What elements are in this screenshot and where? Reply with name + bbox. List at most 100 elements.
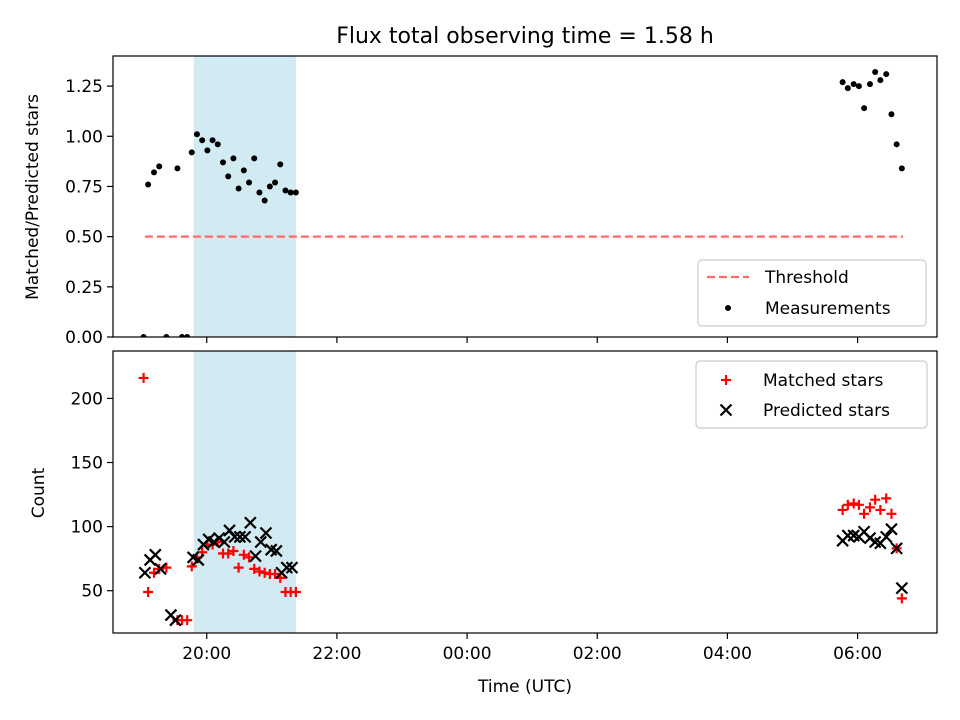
measurement-point (140, 334, 147, 337)
measurement-point (256, 189, 263, 196)
y-tick-label: 0.25 (65, 278, 103, 298)
matched-stars-point (249, 563, 260, 574)
measurement-point (163, 334, 170, 337)
measurement-point (145, 181, 152, 188)
y-tick-label: 50 (81, 582, 103, 602)
x-tick-label: 22:00 (312, 644, 361, 664)
matched-stars-point (837, 504, 848, 515)
predicted-stars-point (138, 566, 152, 580)
predicted-stars-point (169, 613, 182, 627)
y-tick-label: 200 (71, 389, 103, 409)
measurement-point (219, 159, 226, 166)
matched-stars-point (881, 493, 892, 504)
predicted-stars-point (149, 548, 162, 562)
predicted-stars-point (233, 530, 247, 544)
x-tick-label: 04:00 (703, 644, 752, 664)
predicted-stars-point (259, 526, 273, 540)
matched-stars-point (244, 552, 255, 563)
y-tick-label: 1.00 (65, 127, 103, 147)
y-tick-label: 0.00 (65, 328, 103, 348)
x-axis-label: Time (UTC) (477, 677, 572, 697)
matched-stars-point (259, 567, 270, 578)
bottom-legend-box (695, 360, 928, 429)
measurement-point (855, 83, 862, 90)
y-tick-label: 100 (71, 518, 103, 538)
predicted-stars-point (895, 581, 909, 595)
top-plot-area (140, 56, 905, 337)
measurement-point (204, 147, 211, 154)
matched-stars-point (254, 566, 265, 577)
measurement-point (861, 105, 868, 112)
measurement-point (188, 149, 195, 156)
matched-stars-point (182, 615, 193, 626)
measurement-point (850, 81, 857, 88)
predicted-stars-point (285, 561, 299, 574)
measurement-point (888, 111, 895, 118)
predicted-stars-point (191, 553, 205, 567)
predicted-stars-point (154, 562, 167, 576)
predicted-stars-point (249, 549, 262, 563)
matched-stars-point (290, 586, 301, 597)
predicted-stars-point (885, 522, 898, 536)
x-tick-label: 02:00 (573, 644, 622, 664)
legend-measurements-label: Measurements (765, 299, 891, 319)
measurement-point (184, 334, 191, 337)
measurement-point (193, 131, 200, 138)
measurement-point (844, 85, 851, 92)
matched-stars-point (848, 498, 859, 509)
matched-stars-point (842, 499, 853, 510)
legend-measurements-swatch (725, 305, 731, 311)
x-tick-label: 20:00 (182, 644, 231, 664)
top-axes: 0.00 0.25 0.50 0.75 1.00 1.25 Threshold Measure… (65, 55, 938, 348)
matched-stars-point (143, 586, 154, 597)
legend-predicted-label: Predicted stars (763, 401, 890, 421)
legend-predicted-swatch (719, 403, 733, 417)
measurement-point (156, 163, 163, 170)
y-tick-label: 0.75 (65, 177, 103, 197)
legend-matched-swatch (721, 375, 731, 385)
y-tick-label: 0.50 (65, 228, 103, 248)
measurement-point (883, 71, 890, 78)
measurement-point (866, 81, 873, 88)
measurement-point (272, 179, 279, 186)
matched-stars-point (138, 372, 149, 383)
measurement-point (898, 165, 905, 172)
measurement-point (214, 141, 221, 148)
measurement-point (174, 165, 181, 172)
measurement-point (225, 173, 232, 180)
measurement-point (230, 155, 237, 162)
bottom-axes-frame (112, 350, 938, 634)
matched-stars-point (853, 499, 864, 510)
matched-stars-point (859, 508, 870, 519)
predicted-stars-point (238, 530, 252, 544)
predicted-stars-point (218, 535, 231, 549)
matched-stars-point (870, 494, 881, 505)
measurement-point (199, 137, 206, 144)
top-y-axis-label: Matched/Predicted stars (23, 94, 43, 300)
x-tick-label: 06:00 (833, 644, 882, 664)
matched-stars-point (875, 504, 886, 515)
measurement-point (277, 161, 284, 168)
x-tick-label: 00:00 (443, 644, 492, 664)
measurement-point (261, 197, 268, 204)
y-tick-label: 1.25 (65, 77, 103, 97)
measurement-point (251, 155, 258, 162)
matched-stars-point (233, 562, 244, 573)
predicted-stars-point (254, 535, 268, 549)
legend-threshold-label: Threshold (764, 268, 849, 288)
bottom-y-axis-label: Count (29, 467, 49, 518)
matched-stars-point (223, 548, 234, 559)
legend-matched-label: Matched stars (763, 371, 883, 391)
measurement-point (872, 69, 879, 76)
predicted-stars-point (879, 530, 893, 544)
chart-title: Flux total observing time = 1.58 h (336, 24, 714, 49)
measurement-point (282, 187, 289, 194)
measurement-point (240, 167, 247, 174)
y-tick-label: 150 (71, 454, 103, 474)
matched-stars-point (238, 549, 249, 560)
matched-stars-point (228, 545, 239, 556)
observing-window-span (193, 351, 296, 633)
measurement-point (178, 334, 185, 337)
